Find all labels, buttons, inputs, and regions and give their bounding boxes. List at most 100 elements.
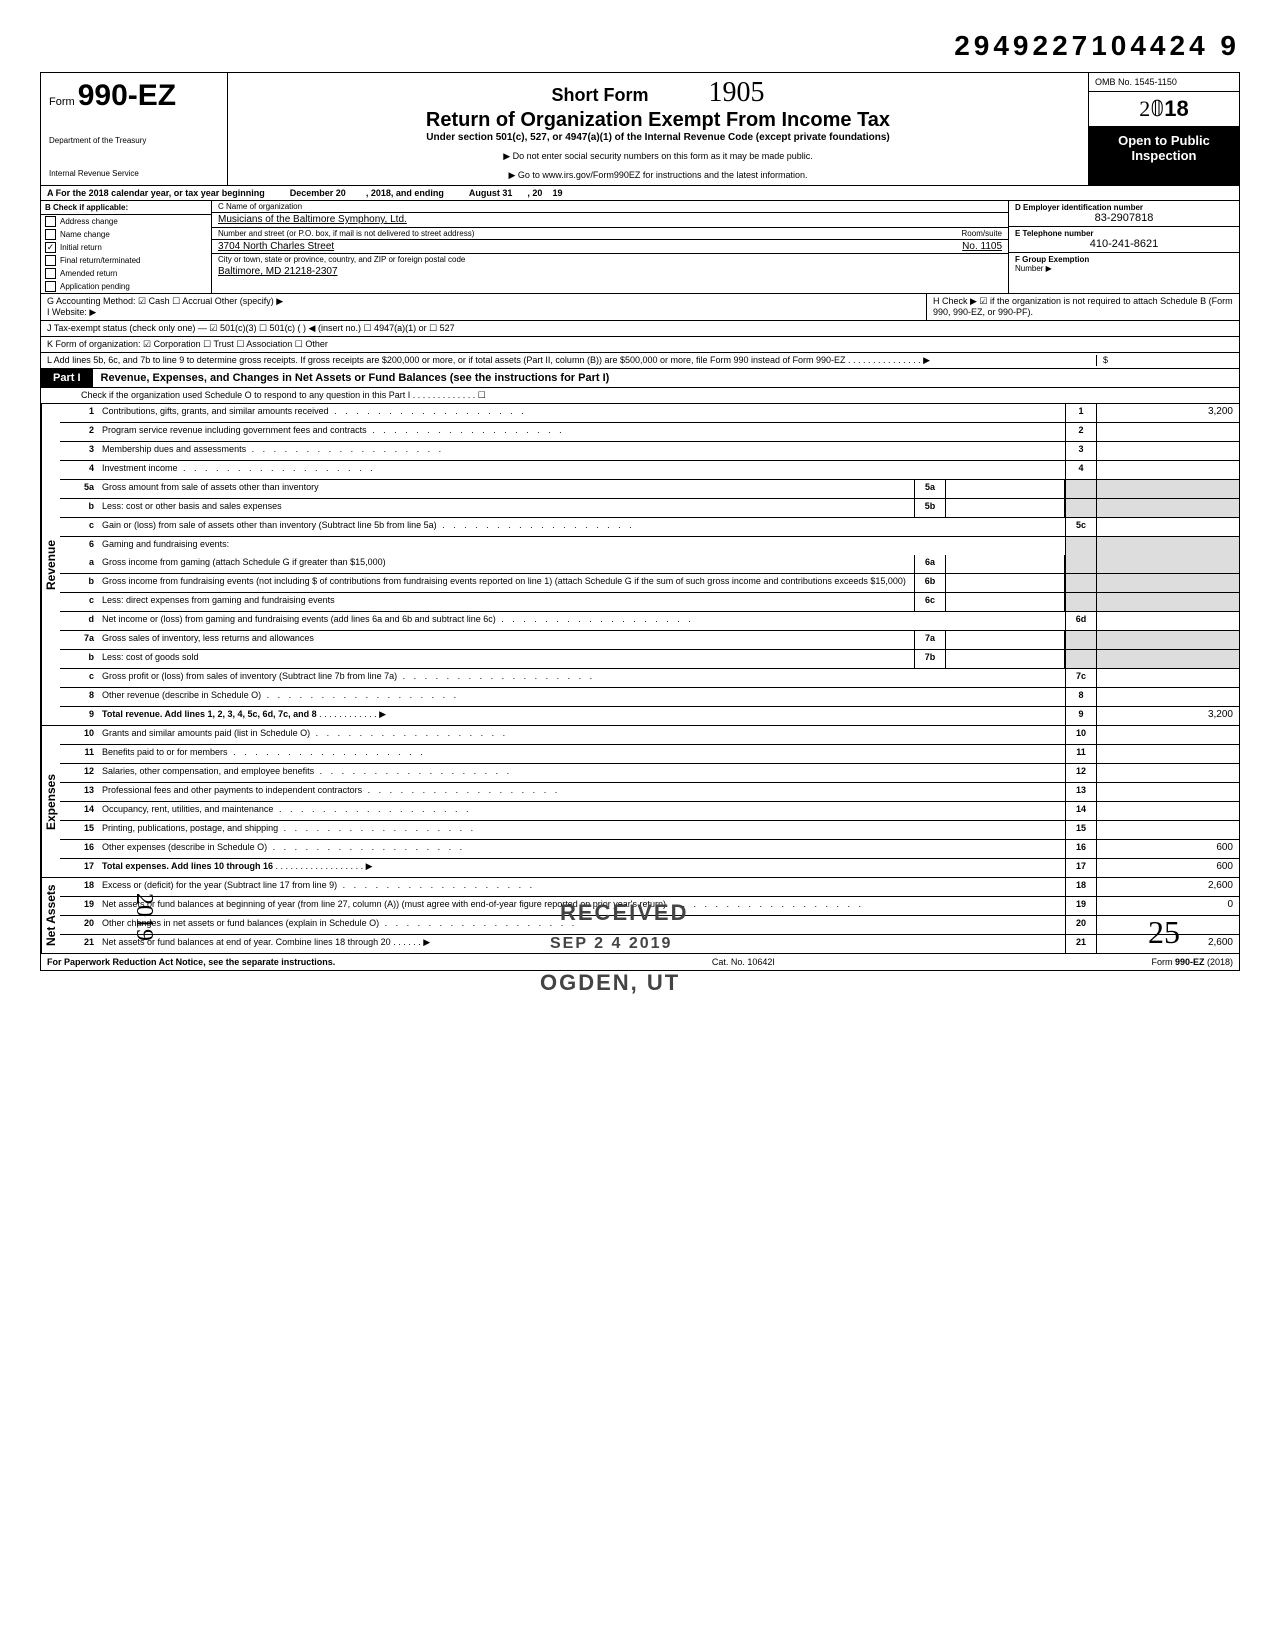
header-row: Form 990-EZ Department of the Treasury I… — [41, 73, 1239, 186]
ln-r: 12 — [1065, 764, 1097, 782]
ln-desc: Excess or (deficit) for the year (Subtra… — [98, 878, 1065, 896]
ln-num: 9 — [60, 707, 98, 725]
c-city-label: City or town, state or province, country… — [212, 254, 1008, 265]
ln-num: 17 — [60, 859, 98, 877]
ln-val — [1097, 688, 1239, 706]
ln-num: 5a — [60, 480, 98, 498]
ln-val-shaded — [1097, 537, 1239, 555]
checkbox-icon[interactable] — [45, 268, 56, 279]
line-5b: bLess: cost or other basis and sales exp… — [60, 499, 1239, 518]
short-form-label: Short Form — [552, 85, 649, 106]
ln-desc: Printing, publications, postage, and shi… — [98, 821, 1065, 839]
ln-r: 16 — [1065, 840, 1097, 858]
checkbox-icon[interactable]: ✓ — [45, 242, 56, 253]
row-a-end-year: 19 — [552, 188, 562, 198]
line-8: 8Other revenue (describe in Schedule O)8 — [60, 688, 1239, 707]
stamp-ogden: OGDEN, UT — [540, 970, 680, 996]
revenue-lines: 1Contributions, gifts, grants, and simil… — [60, 404, 1239, 725]
part1-label: Part I — [41, 369, 93, 387]
checkbox-icon[interactable] — [45, 216, 56, 227]
ln-val: 2,600 — [1097, 878, 1239, 896]
stamp-bottom-date: 2019 — [130, 893, 157, 941]
ln-desc: Gross income from fundraising events (no… — [98, 574, 914, 592]
f-group: F Group Exemption Number ▶ — [1009, 253, 1239, 275]
form-title: Return of Organization Exempt From Incom… — [236, 109, 1080, 132]
ln-desc: Less: direct expenses from gaming and fu… — [98, 593, 914, 611]
row-l: L Add lines 5b, 6c, and 7b to line 9 to … — [41, 353, 1239, 369]
line-2: 2Program service revenue including gover… — [60, 423, 1239, 442]
d-value: 83-2907818 — [1015, 212, 1233, 224]
revenue-block: Revenue 1Contributions, gifts, grants, a… — [41, 404, 1239, 726]
ln-val: 0 — [1097, 897, 1239, 915]
ln-r: 7c — [1065, 669, 1097, 687]
ln-num: c — [60, 593, 98, 611]
ln-r-shaded — [1065, 499, 1097, 517]
ln-val-shaded — [1097, 574, 1239, 592]
checkbox-icon[interactable] — [45, 255, 56, 266]
row-a-text: A For the 2018 calendar year, or tax yea… — [47, 188, 265, 198]
part1-header: Part I Revenue, Expenses, and Changes in… — [41, 369, 1239, 388]
e-label: E Telephone number — [1015, 229, 1233, 238]
ln-desc: Salaries, other compensation, and employ… — [98, 764, 1065, 782]
e-phone: E Telephone number 410-241-8621 — [1009, 227, 1239, 253]
ln-r: 21 — [1065, 935, 1097, 953]
ln-desc: Other changes in net assets or fund bala… — [98, 916, 1065, 934]
ln-val — [1097, 821, 1239, 839]
ln-desc: Gross sales of inventory, less returns a… — [98, 631, 914, 649]
ln-r: 13 — [1065, 783, 1097, 801]
ln-num: 14 — [60, 802, 98, 820]
f-label: F Group Exemption — [1015, 255, 1233, 264]
e-value: 410-241-8621 — [1015, 238, 1233, 250]
ln-num: 8 — [60, 688, 98, 706]
ln-r: 14 — [1065, 802, 1097, 820]
checkbox-icon[interactable] — [45, 281, 56, 292]
ln-r: 6d — [1065, 612, 1097, 630]
ln-mid: 5a — [914, 480, 946, 498]
ln-r: 9 — [1065, 707, 1097, 725]
part1-sub: Check if the organization used Schedule … — [41, 388, 1239, 404]
line-20: 20Other changes in net assets or fund ba… — [60, 916, 1239, 935]
label: C Name of organization — [218, 202, 302, 211]
row-g-i: G Accounting Method: ☑ Cash ☐ Accrual Ot… — [41, 294, 926, 320]
ln-val-shaded — [1097, 593, 1239, 611]
ln-r: 18 — [1065, 878, 1097, 896]
ln-num: 10 — [60, 726, 98, 744]
ln-r: 20 — [1065, 916, 1097, 934]
line-7a: 7aGross sales of inventory, less returns… — [60, 631, 1239, 650]
ln-r: 4 — [1065, 461, 1097, 479]
line-13: 13Professional fees and other payments t… — [60, 783, 1239, 802]
ln-num: 16 — [60, 840, 98, 858]
col-de: D Employer identification number 83-2907… — [1009, 201, 1239, 293]
ln-num: 3 — [60, 442, 98, 460]
ln-desc: Other expenses (describe in Schedule O) — [98, 840, 1065, 858]
ln-num: b — [60, 650, 98, 668]
checkbox-icon[interactable] — [45, 229, 56, 240]
ln-r: 15 — [1065, 821, 1097, 839]
footer-right: Form 990-EZ (2018) — [1151, 957, 1233, 967]
ln-num: 19 — [60, 897, 98, 915]
label: Number and street (or P.O. box, if mail … — [218, 229, 474, 238]
ln-val-shaded — [1097, 480, 1239, 498]
ln-mid: 6c — [914, 593, 946, 611]
ln-val — [1097, 612, 1239, 630]
ln-desc: Benefits paid to or for members — [98, 745, 1065, 763]
ln-num: 18 — [60, 878, 98, 896]
ln-desc: Gross profit or (loss) from sales of inv… — [98, 669, 1065, 687]
line-10: 10Grants and similar amounts paid (list … — [60, 726, 1239, 745]
line-11: 11Benefits paid to or for members11 — [60, 745, 1239, 764]
ln-r-shaded — [1065, 555, 1097, 573]
expenses-block: Expenses 10Grants and similar amounts pa… — [41, 726, 1239, 878]
row-a-mid: , 2018, and ending — [366, 188, 444, 198]
ln-desc: Contributions, gifts, grants, and simila… — [98, 404, 1065, 422]
ln-r: 10 — [1065, 726, 1097, 744]
row-a-end-year-label: , 20 — [527, 188, 542, 198]
ln-desc: Program service revenue including govern… — [98, 423, 1065, 441]
handwritten-year: 1905 — [709, 77, 765, 109]
row-a-end-month: August 31 — [469, 188, 513, 198]
ln-desc: Other revenue (describe in Schedule O) — [98, 688, 1065, 706]
check-label: Address change — [60, 217, 118, 226]
expenses-lines: 10Grants and similar amounts paid (list … — [60, 726, 1239, 877]
ln-r-shaded — [1065, 650, 1097, 668]
check-address-change: Address change — [41, 215, 211, 228]
info-grid: B Check if applicable: Address change Na… — [41, 201, 1239, 294]
